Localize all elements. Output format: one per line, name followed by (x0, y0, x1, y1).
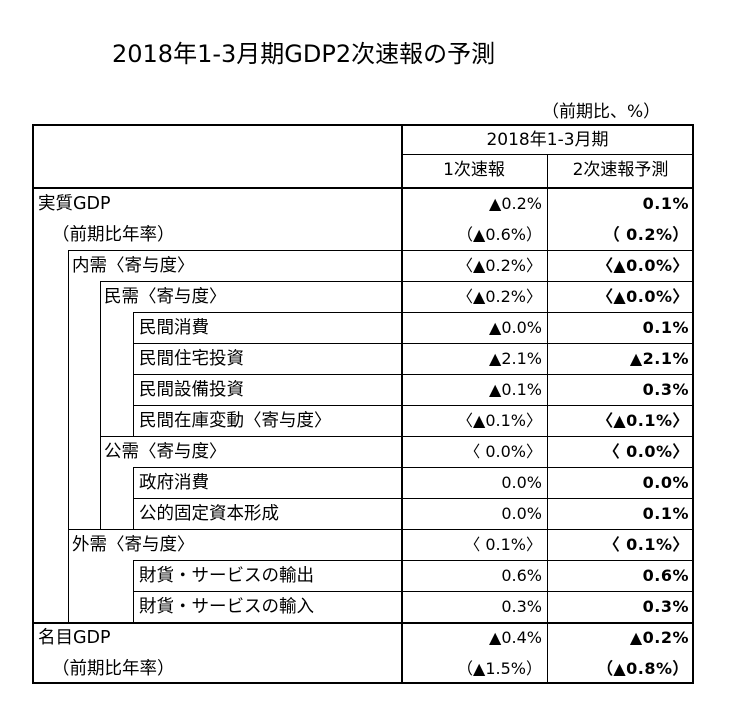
header-first-estimate: 1次速報 (443, 160, 505, 180)
second-forecast-value: ▲2.1% (629, 349, 689, 368)
row-label-inventory: 民間在庫変動〈寄与度〉 (139, 411, 332, 431)
first-estimate-value: 〈▲0.2%〉 (457, 287, 542, 306)
table-frame (32, 124, 694, 684)
second-forecast-value: 〈▲0.0%〉 (596, 287, 689, 306)
row-label-public-demand: 公需〈寄与度〉 (104, 442, 227, 462)
first-estimate-value: ▲0.1% (489, 380, 542, 399)
second-forecast-value: 〈 0.0%〉 (603, 442, 689, 461)
row-label-private-housing: 民間住宅投資 (139, 349, 244, 369)
second-forecast-value: ▲0.2% (629, 628, 689, 647)
second-forecast-value: （▲0.8%） (596, 659, 689, 678)
first-estimate-value: ▲2.1% (489, 349, 542, 368)
first-estimate-value: 0.6% (501, 566, 542, 585)
first-estimate-value: 〈 0.1%〉 (464, 535, 542, 554)
label-column-border (401, 124, 403, 684)
header-second-forecast: 2次速報予測 (572, 160, 669, 180)
row-label-imports: 財貨・サービスの輸入 (139, 597, 314, 617)
first-estimate-value: 0.3% (501, 597, 542, 616)
second-forecast-value: （ 0.2%） (603, 225, 689, 244)
first-estimate-value: （▲0.6%） (457, 225, 542, 244)
row-label-external-demand: 外需〈寄与度〉 (72, 535, 195, 555)
row-separator (100, 436, 694, 437)
row-separator (133, 560, 694, 561)
first-estimate-value: ▲0.0% (489, 318, 542, 337)
second-forecast-value: 0.1% (642, 194, 689, 213)
row-separator (100, 281, 694, 282)
second-forecast-value: 0.6% (642, 566, 689, 585)
row-label-public-investment: 公的固定資本形成 (139, 504, 279, 524)
row-label-government-consumption: 政府消費 (139, 473, 209, 493)
indent-line-level1 (68, 250, 69, 622)
first-estimate-value: 〈▲0.2%〉 (457, 256, 542, 275)
row-separator (68, 529, 694, 530)
second-forecast-value: 0.1% (642, 318, 689, 337)
row-separator (133, 591, 694, 592)
row-separator (133, 498, 694, 499)
second-forecast-value: 0.3% (642, 597, 689, 616)
first-estimate-value: 〈▲0.1%〉 (457, 411, 542, 430)
row-label-private-consumption: 民間消費 (139, 318, 209, 338)
header-bottom-border (32, 187, 694, 189)
second-forecast-value: 0.1% (642, 504, 689, 523)
row-label-exports: 財貨・サービスの輸出 (139, 566, 314, 586)
row-separator (133, 374, 694, 375)
row-separator (68, 250, 694, 251)
second-forecast-value: 0.0% (642, 473, 689, 492)
row-label-real-annualized: （前期比年率） (52, 225, 175, 245)
first-estimate-value: 〈 0.0%〉 (464, 442, 542, 461)
row-separator (133, 467, 694, 468)
second-forecast-value: 〈 0.1%〉 (603, 535, 689, 554)
page-title: 2018年1-3月期GDP2次速報の予測 (112, 40, 496, 68)
unit-note: （前期比、%） (542, 102, 661, 122)
indent-line-level2 (100, 281, 101, 529)
row-label-private-demand: 民需〈寄与度〉 (104, 287, 227, 307)
row-label-nominal-gdp: 名目GDP (38, 628, 111, 648)
first-estimate-value: ▲0.4% (489, 628, 542, 647)
second-forecast-value: 0.3% (642, 380, 689, 399)
second-forecast-value: 〈▲0.1%〉 (596, 411, 689, 430)
row-label-nominal-annualized: （前期比年率） (52, 659, 175, 679)
first-estimate-value: ▲0.2% (489, 194, 542, 213)
second-forecast-value: 〈▲0.0%〉 (596, 256, 689, 275)
row-separator (133, 343, 694, 344)
row-label-domestic-demand: 内需〈寄与度〉 (72, 256, 195, 276)
row-separator (133, 312, 694, 313)
first-estimate-value: 0.0% (501, 504, 542, 523)
value-column-divider (547, 154, 548, 684)
header-period: 2018年1-3月期 (486, 130, 609, 150)
row-label-real-gdp: 実質GDP (38, 194, 111, 214)
row-separator (133, 405, 694, 406)
nominal-section-border (32, 622, 694, 624)
row-label-private-capex: 民間設備投資 (139, 380, 244, 400)
first-estimate-value: （▲1.5%） (457, 659, 542, 678)
first-estimate-value: 0.0% (501, 473, 542, 492)
